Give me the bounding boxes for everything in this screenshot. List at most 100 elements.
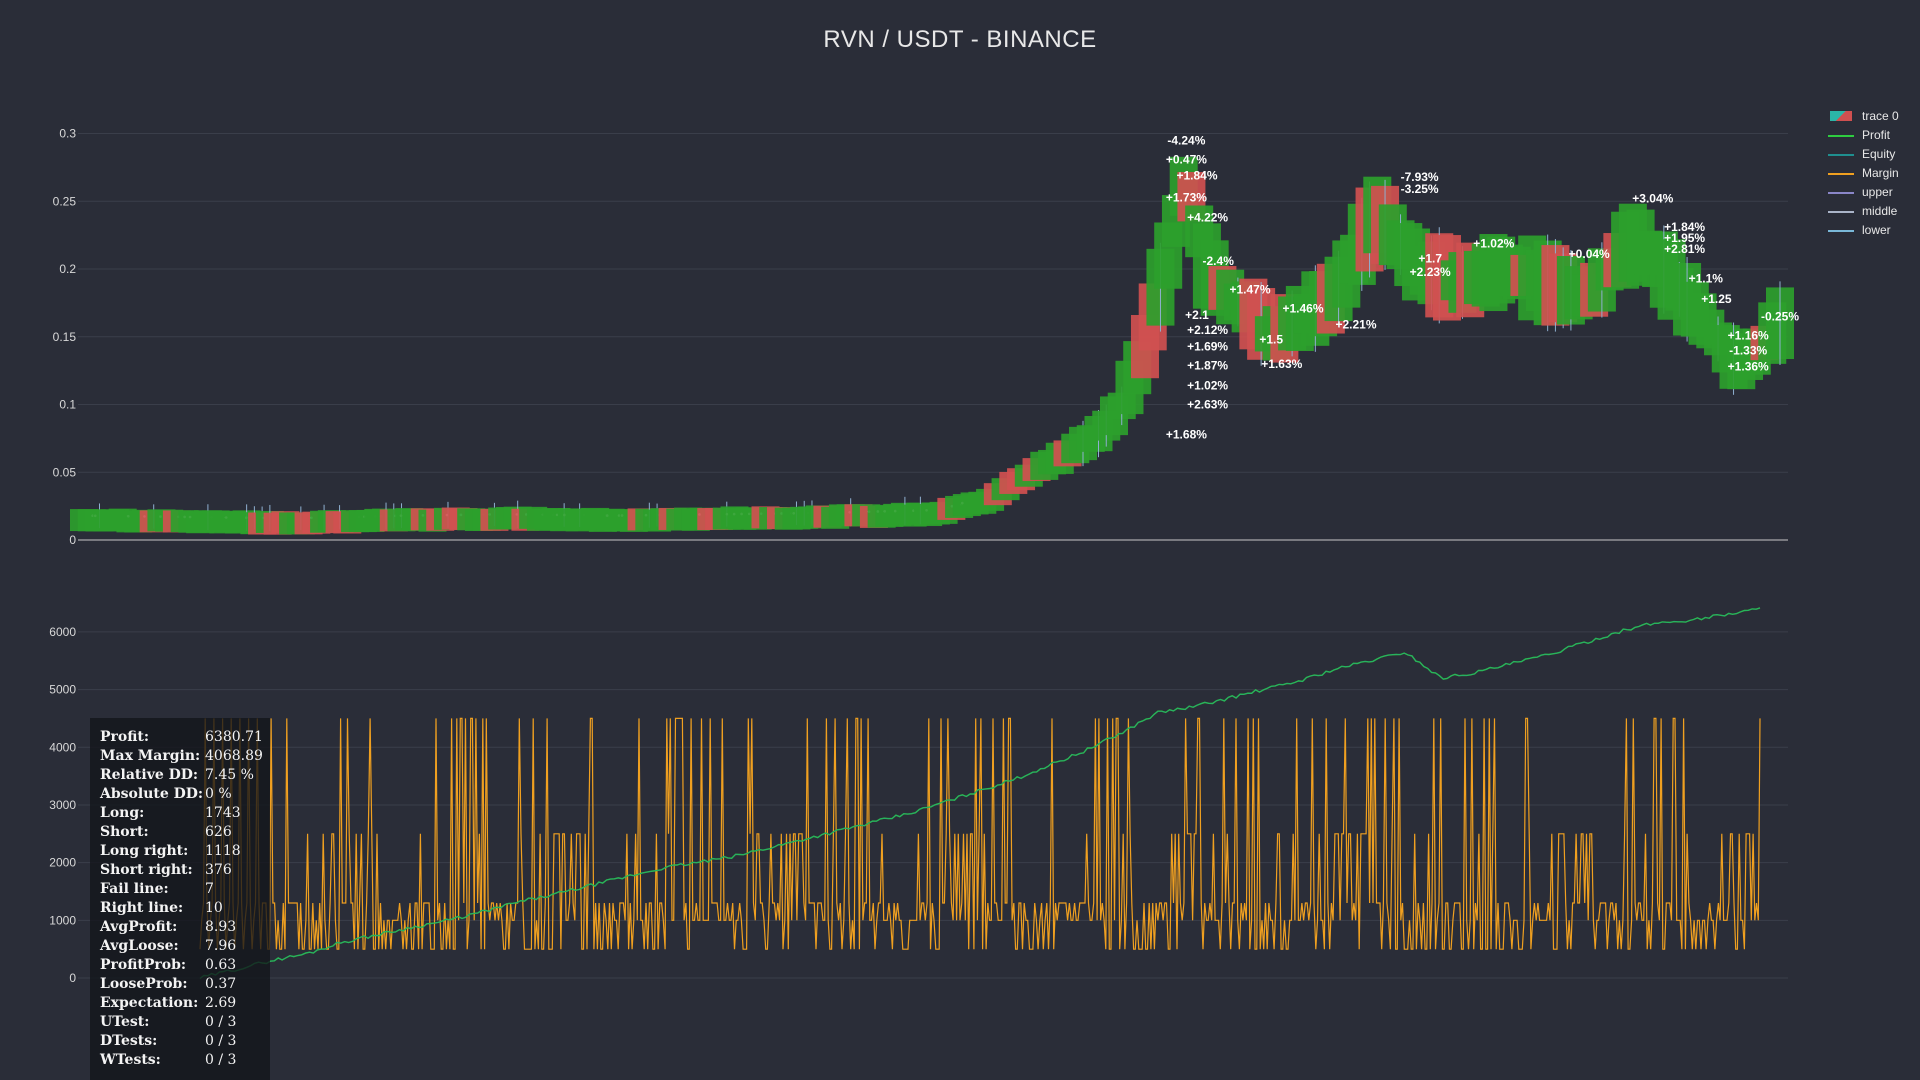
stat-value: 0 / 3	[205, 1052, 237, 1068]
stat-label: Long right:	[100, 843, 189, 859]
stat-value: 0 / 3	[205, 1033, 237, 1049]
y-tick-label: 6000	[49, 625, 76, 639]
trade-label: +1.02%	[1187, 379, 1228, 393]
legend-item[interactable]: Profit	[1828, 125, 1899, 144]
y-tick-label: 0	[69, 971, 76, 985]
stat-label: Expectation:	[100, 995, 199, 1011]
trade-label: +1.5	[1259, 333, 1283, 347]
legend-item[interactable]: upper	[1828, 182, 1899, 201]
trade-label: +2.63%	[1187, 398, 1228, 412]
trade-label: +2.81%	[1664, 242, 1705, 256]
chart-gridlines	[78, 133, 1788, 979]
equity-margin-series	[199, 607, 1761, 980]
trade-label: +2.12%	[1187, 323, 1228, 337]
chart-title: RVN / USDT - BINANCE	[823, 26, 1097, 53]
stat-row: Max Margin: 4068.89	[90, 747, 270, 766]
stat-row: UTest: 0 / 3	[90, 1013, 270, 1032]
stat-row: AvgProfit: 8.93	[90, 918, 270, 937]
stat-row: WTests: 0 / 3	[90, 1051, 270, 1070]
trade-label: -4.24%	[1167, 133, 1205, 147]
stat-label: Max Margin:	[100, 748, 201, 764]
stat-label: Absolute DD:	[100, 786, 204, 802]
y-tick-label: 3000	[49, 798, 76, 812]
legend-label: Equity	[1862, 146, 1896, 161]
stat-row: Long right: 1118	[90, 842, 270, 861]
stat-label: Right line:	[100, 900, 184, 916]
axis-ticks: 0 0.05 0.1 0.15 0.2 0.25 0.3 0 1000 2000 3000 4000 5…	[49, 127, 76, 985]
stat-label: AvgProfit:	[100, 919, 178, 935]
trade-annotations: -4.24% +0.47% +1.84% +1.73% +4.22% -2.4% +1.47…	[1166, 133, 1799, 441]
stat-value: 0.63	[205, 957, 237, 973]
legend-swatch	[1828, 167, 1854, 179]
stat-label: Relative DD:	[100, 767, 199, 783]
trade-label: +1.84%	[1176, 169, 1217, 183]
stat-value: 626	[205, 824, 232, 840]
stat-value: 10	[205, 900, 223, 916]
trade-label: +2.1	[1185, 308, 1209, 322]
trade-label: +1.87%	[1187, 358, 1228, 372]
y-tick-label: 2000	[49, 856, 76, 870]
stat-value: 1118	[205, 843, 241, 859]
legend-swatch	[1828, 148, 1854, 160]
stat-value: 0.37	[205, 976, 237, 992]
stat-row: Long: 1743	[90, 804, 270, 823]
legend-label: Margin	[1862, 165, 1899, 180]
trade-label: -3.25%	[1401, 182, 1439, 196]
trade-label: +3.04%	[1632, 192, 1673, 206]
trade-label: +1.16%	[1728, 328, 1769, 342]
trade-label: +1.63%	[1261, 357, 1302, 371]
legend-label: Profit	[1862, 127, 1891, 142]
stat-row: AvgLoose: 7.96	[90, 937, 270, 956]
stat-label: Fail line:	[100, 881, 169, 897]
y-tick-label: 0.2	[59, 262, 76, 276]
legend: trace 0 Profit Equity Margin upper middle lowe…	[1828, 106, 1899, 239]
margin-line	[199, 717, 1761, 950]
legend-swatch	[1828, 129, 1854, 141]
legend-item[interactable]: Equity	[1828, 144, 1899, 163]
trade-label: -2.4%	[1203, 254, 1235, 268]
legend-item[interactable]: middle	[1828, 201, 1899, 220]
trade-label: +2.21%	[1335, 318, 1376, 332]
trade-label: +1.46%	[1282, 301, 1323, 315]
stat-label: WTests:	[100, 1052, 161, 1068]
stat-label: AvgLoose:	[100, 938, 179, 954]
stat-value: 0 %	[205, 786, 232, 802]
legend-swatch	[1828, 205, 1854, 217]
trade-label: +2.23%	[1410, 265, 1451, 279]
trade-label: +0.47%	[1166, 152, 1207, 166]
y-tick-label: 5000	[49, 683, 76, 697]
stat-label: LooseProb:	[100, 976, 188, 992]
legend-item[interactable]: lower	[1828, 220, 1899, 239]
legend-item[interactable]: Margin	[1828, 163, 1899, 182]
trade-label: +1.68%	[1166, 427, 1207, 441]
stat-value: 7.96	[205, 938, 237, 954]
trade-label: +4.22%	[1187, 211, 1228, 225]
trade-label: +1.73%	[1166, 190, 1207, 204]
stat-label: Profit:	[100, 729, 150, 745]
legend-label: lower	[1862, 222, 1891, 237]
stat-value: 6380.71	[205, 729, 263, 745]
stat-value: 4068.89	[205, 748, 263, 764]
stats-panel: Profit: 6380.71 Max Margin: 4068.89 Relative…	[90, 718, 270, 1080]
stat-label: DTests:	[100, 1033, 158, 1049]
stat-label: Long:	[100, 805, 145, 821]
stat-label: UTest:	[100, 1014, 150, 1030]
stat-row: Short right: 376	[90, 861, 270, 880]
stat-row: Short: 626	[90, 823, 270, 842]
legend-label: trace 0	[1862, 108, 1899, 123]
trade-label: +1.95%	[1664, 231, 1705, 245]
equity-line	[199, 607, 1761, 979]
stat-row: Absolute DD: 0 %	[90, 785, 270, 804]
trade-label: +1.7	[1418, 251, 1442, 265]
stat-label: Short:	[100, 824, 149, 840]
stat-value: 2.69	[205, 995, 237, 1011]
trade-label: +1.47%	[1229, 282, 1270, 296]
legend-label: middle	[1862, 203, 1898, 218]
y-tick-label: 4000	[49, 740, 76, 754]
trade-label: -1.33%	[1729, 343, 1767, 357]
candlestick-series	[70, 156, 1794, 535]
legend-item[interactable]: trace 0	[1828, 106, 1899, 125]
stat-value: 7	[205, 881, 214, 897]
y-tick-label: 0.1	[59, 398, 76, 412]
stat-row: Relative DD: 7.45 %	[90, 766, 270, 785]
